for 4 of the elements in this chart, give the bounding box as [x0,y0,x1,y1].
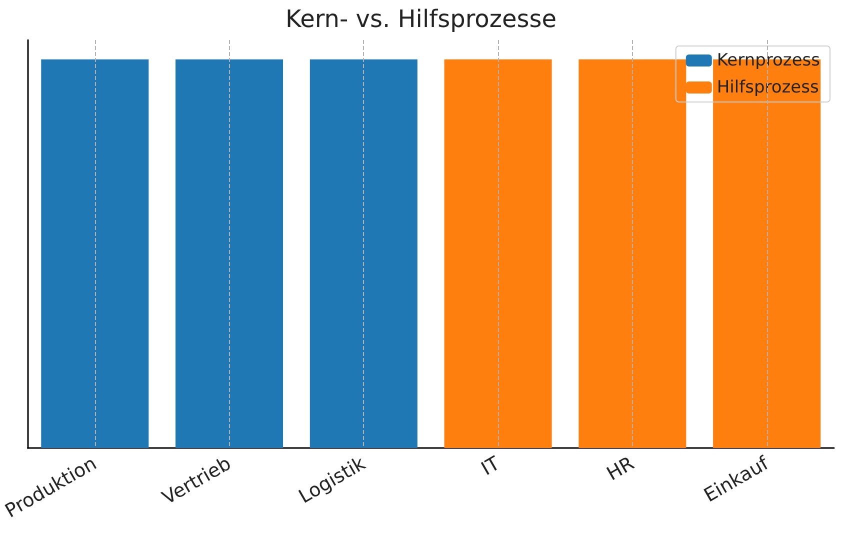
x-tick-label: HR [603,452,638,486]
legend-label: Hilfsprozess [716,78,819,98]
chart-title: Kern- vs. Hilfsprozesse [286,5,556,33]
x-tick-label: IT [478,452,504,480]
